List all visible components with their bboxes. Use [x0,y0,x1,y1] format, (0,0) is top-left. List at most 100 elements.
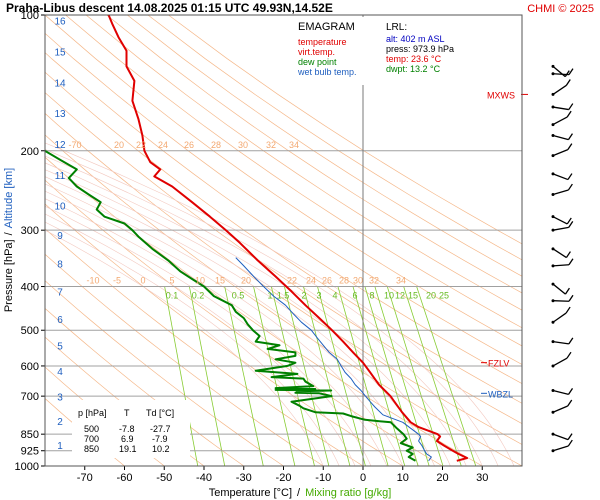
x-tick-label: -30 [236,472,252,484]
wind-barb-dot [551,264,555,268]
wind-barb-staff [552,283,566,295]
wind-barb-staff [552,341,569,345]
chart-title: Praha-Libus descent 14.08.2025 01:15 UTC… [6,1,333,15]
lrl-temperature: temp: 23.6 °C [386,54,442,64]
x-tick-label: 30 [476,472,488,484]
legend-title: EMAGRAM [298,21,355,33]
lrl-box: LRL: alt: 402 m ASL press: 973.9 hPa tem… [382,17,468,77]
dry-adiabat-line [168,15,522,245]
y-tick-label: 1000 [15,461,39,473]
inset-header-td: Td [°C] [146,408,174,418]
wind-barb-flag [567,173,573,180]
dry-adiabat-line [106,15,522,294]
wind-barb-dot [551,320,555,324]
wind-barb-flag [568,294,574,302]
mixing-ratio-label: 15 [408,290,418,300]
wind-barb-staff [552,357,568,367]
altitude-tick-label: 1 [57,441,63,452]
wind-barb-staff [552,65,566,78]
adiabat-label-top: 22 [136,140,146,150]
wind-barb-flag [567,399,573,407]
y-tick-label: 700 [21,391,39,403]
wind-barb-flag [568,258,574,266]
wind-barb-staff [552,84,567,95]
wind-barb-flag [564,287,570,295]
x-tick-label: -10 [315,472,331,484]
y-axis-label: Pressure [hPa] / Altitude [km] [3,168,15,312]
dry-adiabat-line [45,52,522,385]
mixing-ratio-label: 8 [369,290,374,300]
moist-adiabat-line [45,190,404,466]
altitude-tick-label: 6 [57,315,63,326]
wind-barb [551,79,571,96]
altitude-tick-label: 4 [57,367,63,378]
altitude-tick-label: 7 [57,288,63,299]
inset-row-700-td: -7.9 [152,434,168,444]
dry-adiabat-line [85,15,522,311]
dry-adiabat-line [127,15,522,277]
mixing-ratio-line [270,286,315,466]
inset-row-500-td: -27.7 [150,424,171,434]
wind-barb-dot [551,449,555,453]
wind-barb-flag [568,103,574,110]
altitude-tick-label: 3 [57,392,63,403]
x-axis-label-separator: / [297,487,301,499]
y-tick-label: 400 [21,282,39,294]
inset-row-850-t: 19.1 [119,444,137,454]
x-tick-label: -50 [156,472,172,484]
wind-barb-flag [566,110,572,118]
wind-barb-dot [551,154,555,158]
lrl-pressure: press: 973.9 hPa [386,44,454,54]
mixing-ratio-line [364,286,419,466]
mixing-ratio-line [352,286,406,466]
y-axis-label-separator: / [3,231,15,235]
altitude-tick-label: 12 [54,140,66,151]
adiabat-label-mid: 10 [195,276,205,286]
moist-adiabat-line [45,176,435,466]
adiabat-label-mid: 28 [339,276,349,286]
wind-barb [551,103,574,111]
wind-barb-dot [551,299,555,303]
wind-barb-staff [552,445,569,452]
wind-barb-staff [552,149,569,157]
credit-label: CHMI © 2025 [527,3,594,15]
x-tick-label: -40 [196,472,212,484]
dewpoint-line [45,149,416,462]
inset-row-850-td: 10.2 [152,444,170,454]
wind-barb-dot [551,388,555,392]
wind-barb-flag [566,351,572,359]
wind-barb [551,337,574,345]
lrl-title: LRL: [386,22,407,33]
inset-header-p: p [hPa] [78,408,107,418]
wind-barb-staff [552,216,568,225]
adiabat-label-mid: 20 [241,276,251,286]
wind-barb-staff [552,226,569,231]
mixing-ratio-label: 2 [301,290,306,300]
y-tick-label: 500 [21,325,39,337]
wind-barb [551,306,571,324]
mixing-ratio-line [164,286,199,466]
mixing-ratio-line [303,286,351,466]
wind-barb [551,133,573,141]
moist-adiabat-line [45,169,451,466]
adiabat-label-mid: 26 [322,276,332,286]
wind-barb-dot [551,215,555,219]
wind-barb [551,221,574,232]
mxws-label: MXWS [487,90,515,100]
moist-adiabat-line [45,142,515,466]
mixing-ratio-label: 25 [439,290,449,300]
wbzl-label: WBZL [488,389,513,399]
wind-barb-flag [565,251,571,258]
y-axis-label-pressure: Pressure [hPa] [3,239,15,312]
adiabat-label-top: 30 [238,140,248,150]
wind-barb-dot [551,105,555,109]
wind-barb-flag [567,433,573,441]
wind-barb-dot [551,340,555,344]
moist-adiabat-line [45,162,467,466]
mixing-ratio-line [403,286,462,466]
adiabat-label-mid: 30 [353,276,363,286]
legend-item-dew-point: dew point [298,57,337,67]
dry-adiabat-line [147,15,522,261]
mixing-ratio-line [189,286,226,466]
mixing-ratio-line [416,286,477,466]
